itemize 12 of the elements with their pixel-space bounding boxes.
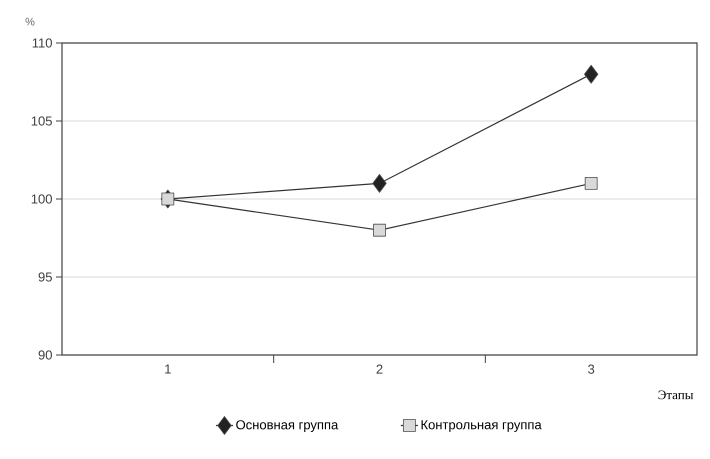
legend-label: Основная группа	[236, 420, 338, 432]
x-tick-label: 1	[165, 364, 171, 374]
y-tick-label: 105	[32, 116, 52, 126]
y-tick-label: 100	[32, 194, 52, 204]
x-tick-label: 2	[376, 364, 382, 374]
y-tick-label: 110	[32, 38, 52, 48]
x-tick-label: 3	[588, 364, 594, 374]
y-tick-label: 90	[38, 350, 52, 360]
x-axis-title: Этапы	[658, 390, 694, 400]
y-axis-title: %	[26, 18, 34, 26]
y-tick-label: 95	[38, 272, 52, 282]
legend-label: Контрольная группа	[422, 420, 542, 432]
